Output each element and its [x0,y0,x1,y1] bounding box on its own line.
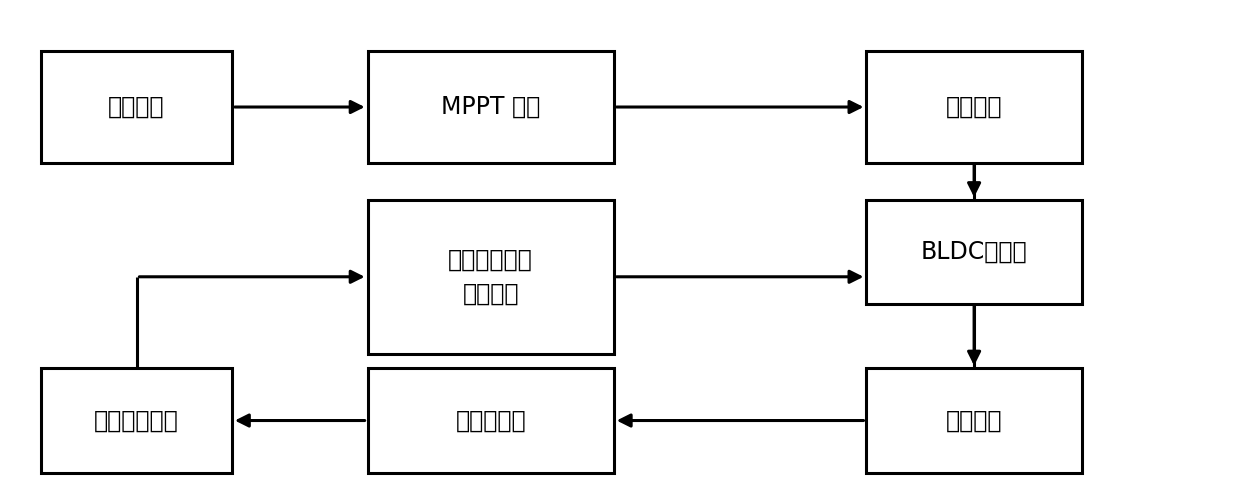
Text: 污水曝气池: 污水曝气池 [455,409,526,432]
Bar [367,200,614,354]
Text: 数据采集和中
央处理器: 数据采集和中 央处理器 [449,248,533,305]
Bar [367,368,614,473]
Bar [867,368,1081,473]
Bar [867,200,1081,304]
Bar [41,368,232,473]
Text: 水体在线检测: 水体在线检测 [94,409,179,432]
Text: 光伏阵列: 光伏阵列 [108,95,165,119]
Bar [367,51,614,163]
Bar [867,51,1081,163]
Text: MPPT 充电: MPPT 充电 [441,95,541,119]
Bar [41,51,232,163]
Text: 储能电池: 储能电池 [946,95,1002,119]
Text: BLDC驱动器: BLDC驱动器 [921,240,1028,264]
Text: 曝气电机: 曝气电机 [946,409,1002,432]
